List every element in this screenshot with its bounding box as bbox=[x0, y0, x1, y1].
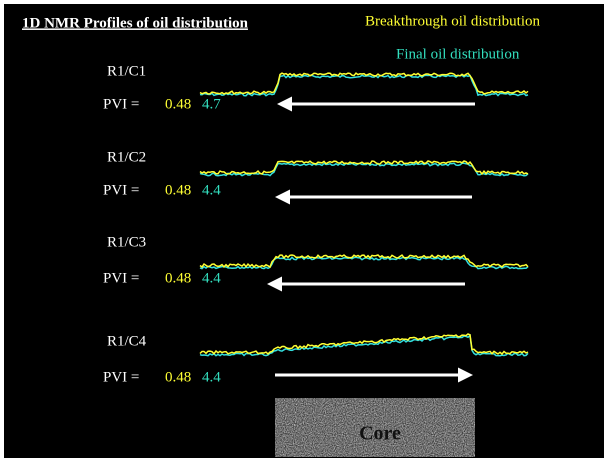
row-label: R1/C4 bbox=[107, 333, 147, 349]
row-label: R1/C3 bbox=[107, 234, 146, 250]
core-image bbox=[275, 398, 475, 457]
breakthrough-pvi: 0.48 bbox=[165, 270, 191, 286]
final-profile bbox=[199, 256, 529, 270]
final-profile bbox=[199, 74, 529, 97]
breakthrough-profile bbox=[199, 254, 529, 269]
final-pvi: 4.4 bbox=[202, 369, 221, 385]
pvi-label: PVI = bbox=[103, 182, 139, 198]
breakthrough-profile bbox=[199, 72, 529, 95]
background bbox=[4, 4, 604, 458]
legend-final: Final oil distribution bbox=[396, 46, 520, 62]
row-label: R1/C1 bbox=[107, 63, 146, 79]
final-pvi: 4.4 bbox=[202, 270, 221, 286]
breakthrough-profile bbox=[199, 333, 529, 356]
pvi-label: PVI = bbox=[103, 96, 139, 112]
breakthrough-pvi: 0.48 bbox=[165, 96, 191, 112]
row-label: R1/C2 bbox=[107, 149, 146, 165]
final-pvi: 4.7 bbox=[202, 96, 221, 112]
final-pvi: 4.4 bbox=[202, 182, 221, 198]
pvi-label: PVI = bbox=[103, 270, 139, 286]
breakthrough-pvi: 0.48 bbox=[165, 182, 191, 198]
title: 1D NMR Profiles of oil distribution bbox=[22, 15, 249, 31]
breakthrough-profile bbox=[199, 160, 529, 176]
pvi-label: PVI = bbox=[103, 369, 139, 385]
legend-breakthrough: Breakthrough oil distribution bbox=[365, 13, 540, 29]
final-profile bbox=[199, 334, 529, 357]
core-label: Core bbox=[359, 423, 401, 445]
breakthrough-pvi: 0.48 bbox=[165, 369, 191, 385]
